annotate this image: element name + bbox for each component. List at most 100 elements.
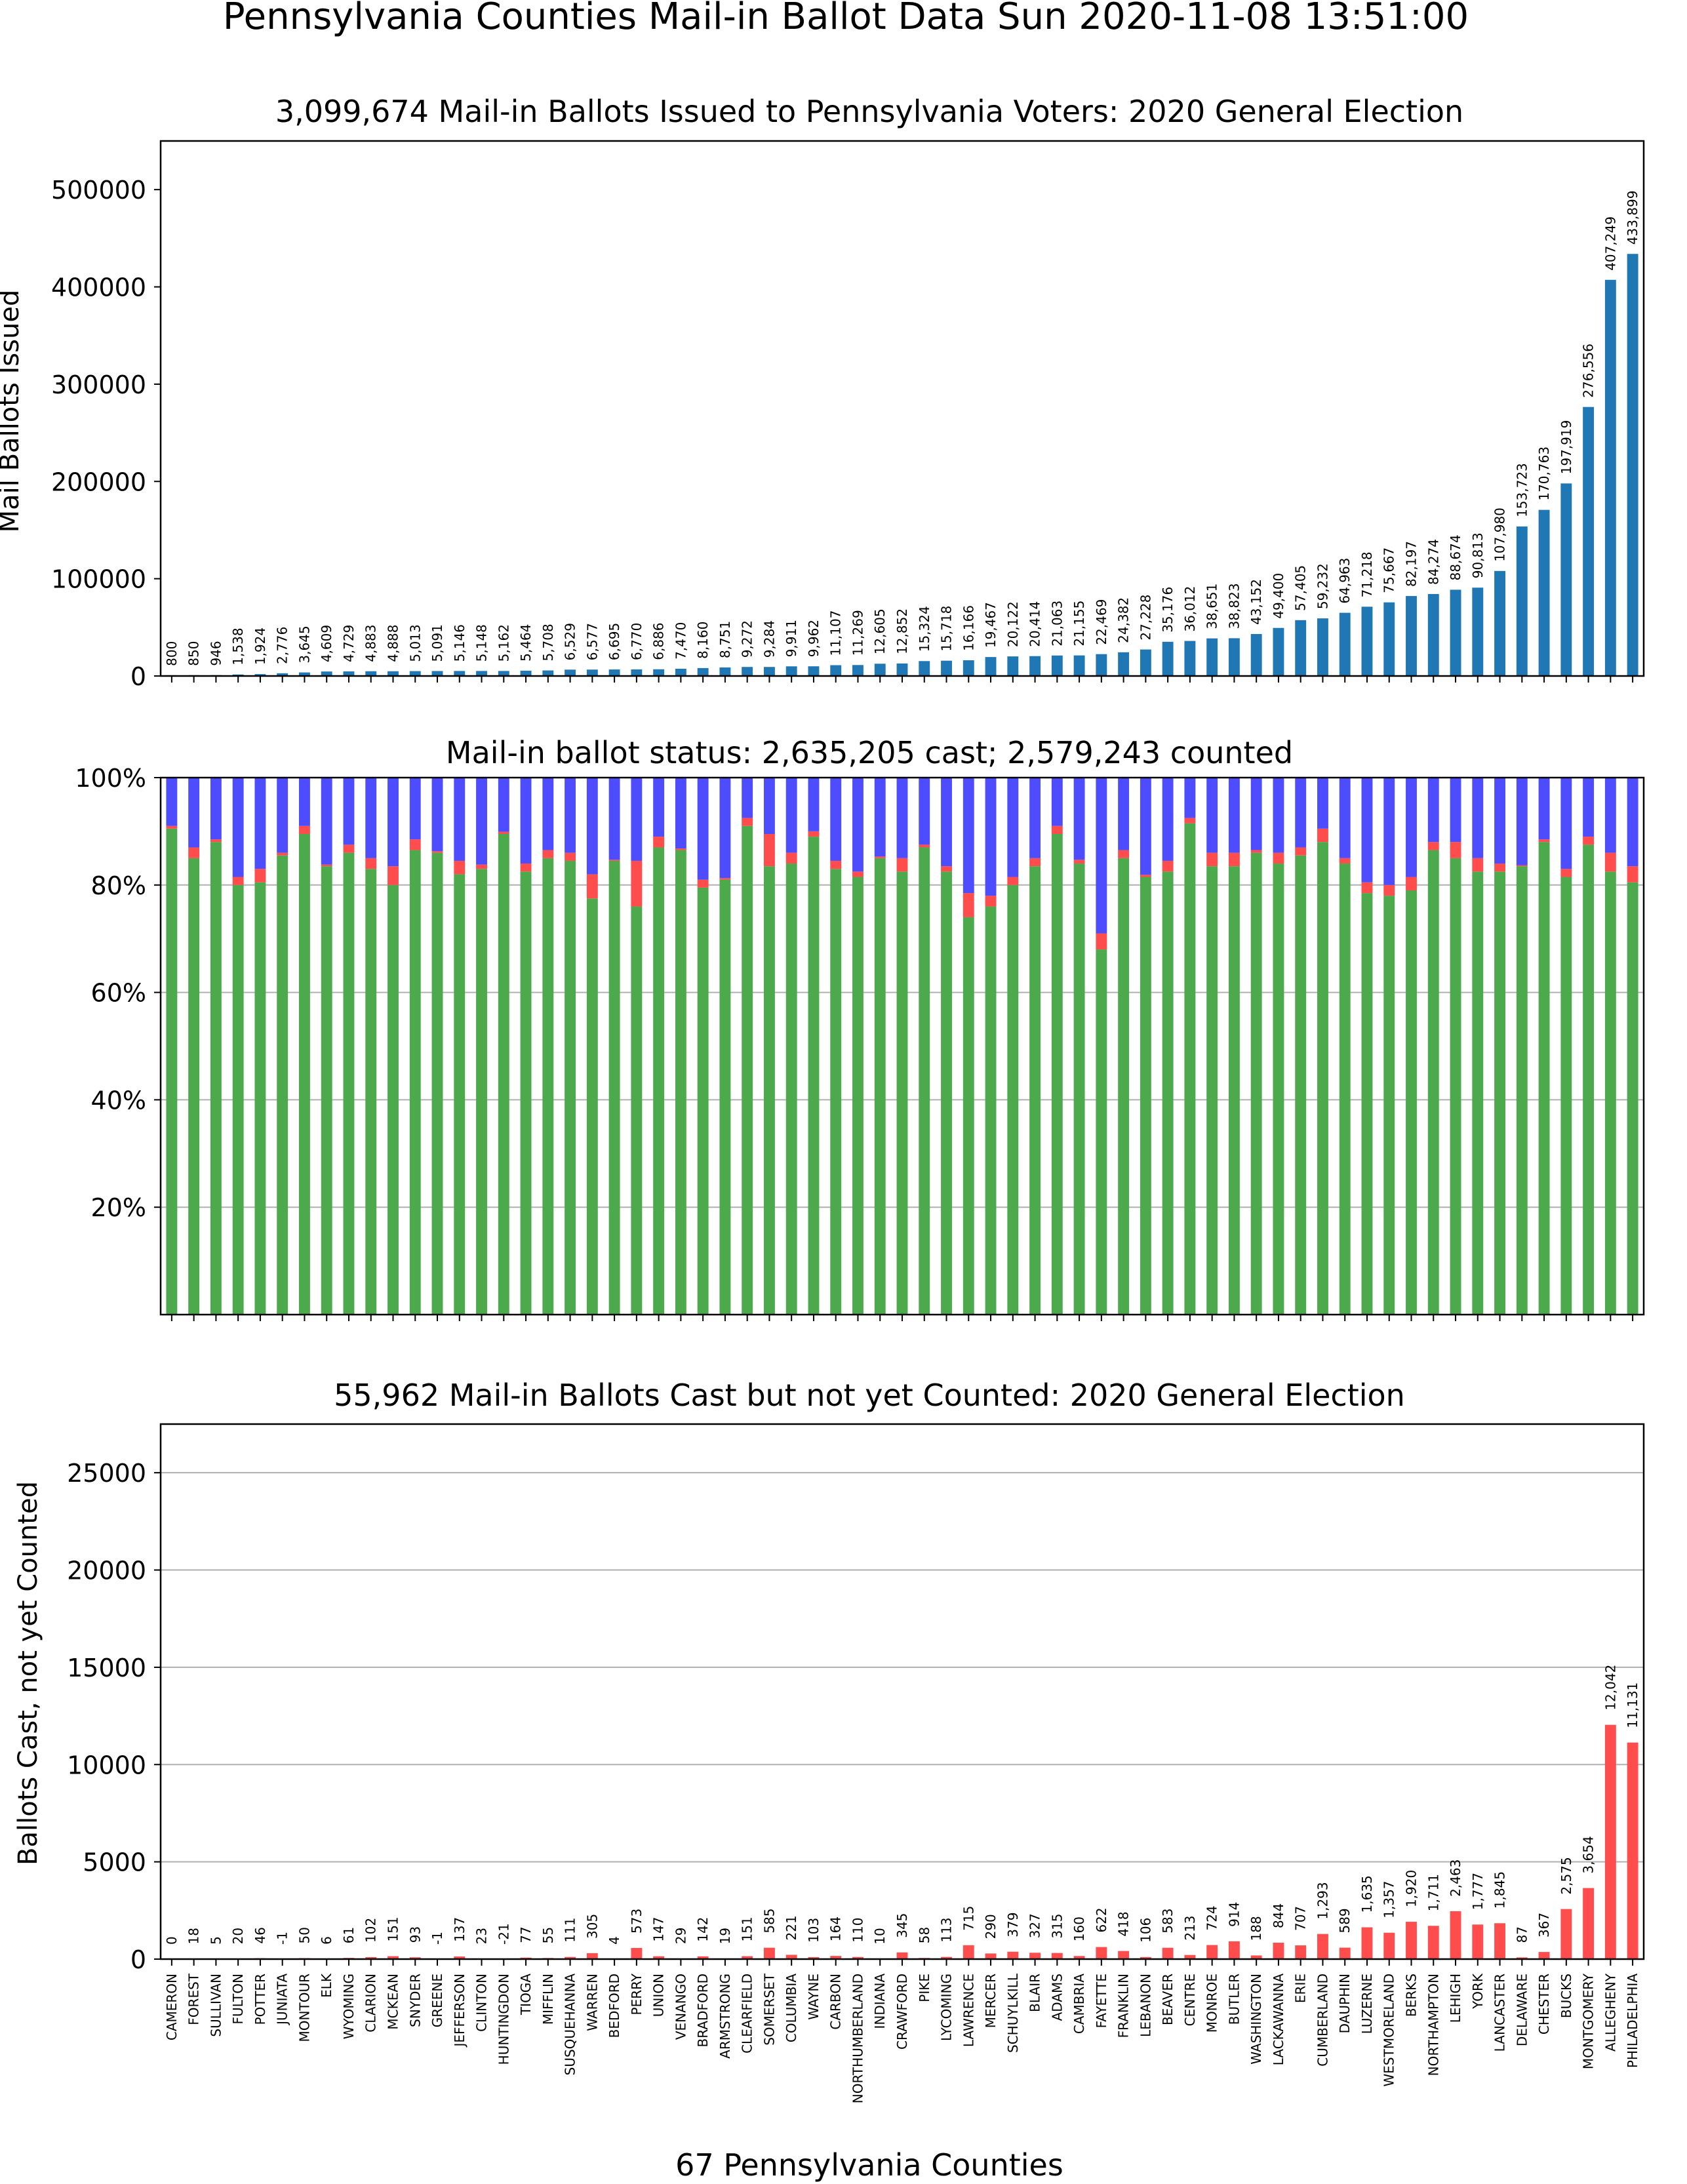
county-tick-label: BUTLER [1226,1974,1242,2025]
not-counted-bar [1339,1947,1351,1959]
not-counted-data-label: -1 [429,1932,445,1945]
county-tick-label: BEDFORD [606,1974,622,2038]
county-tick-label: MONTOUR [296,1974,312,2042]
status-bar-not-counted [254,869,266,883]
not-counted-bar [1583,1888,1595,1959]
issued-data-label: 43,152 [1248,579,1264,625]
issued-data-label: 20,122 [1005,601,1021,647]
status-bar-not-counted [1627,866,1638,883]
status-bar-counted [1450,858,1461,1315]
issued-ytick-label: 0 [130,662,146,691]
county-tick-label: DELAWARE [1514,1974,1530,2046]
status-bar-not-cast [608,778,620,860]
issued-bar [1339,612,1351,676]
status-bar-not-counted [1406,877,1417,890]
status-ytick-label: 20% [91,1193,146,1222]
status-ytick-label: 80% [91,871,146,900]
status-bar-not-cast [1406,778,1417,877]
status-bar-not-counted [1361,882,1373,894]
status-bar-counted [985,906,997,1315]
status-bar-not-counted [1206,852,1218,867]
issued-data-label: 6,529 [563,623,578,660]
issued-data-label: 9,272 [740,620,755,658]
not-counted-data-label: 55 [540,1927,556,1943]
county-tick-label: SUSQUEHANNA [563,1974,578,2076]
status-bar-counted [232,884,244,1315]
status-bar-not-counted [431,851,443,853]
status-bar-counted [608,860,620,1315]
status-bar-not-counted [299,825,310,834]
issued-data-label: 21,063 [1049,601,1065,646]
not-counted-data-label: 367 [1536,1913,1552,1937]
county-tick-label: NORTHAMPTON [1425,1974,1441,2076]
issued-bar [1494,570,1505,676]
not-counted-data-label: 19 [717,1928,733,1944]
issued-data-label: 9,962 [806,620,822,657]
issued-data-label: 84,274 [1425,539,1441,585]
not-counted-data-label: 589 [1337,1908,1353,1933]
issued-data-label: 170,763 [1536,447,1552,501]
county-tick-label: ERIE [1293,1974,1309,2003]
status-bar-counted [476,869,487,1315]
not-counted-ytick-label: 10000 [67,1751,146,1779]
not-counted-bar [808,1956,820,1959]
issued-bar [1295,620,1307,676]
not-counted-data-label: 137 [452,1917,467,1942]
status-bar-not-cast [1472,778,1484,858]
status-bar-not-cast [785,778,797,853]
status-bar-counted [254,882,266,1315]
not-counted-bar [1295,1945,1307,1959]
status-bar-not-cast [542,778,554,850]
county-tick-label: UNION [651,1974,667,2017]
not-counted-bar [1406,1922,1417,1959]
status-bar-not-cast [653,778,665,837]
status-bar-not-counted [1118,850,1130,858]
status-bar-not-counted [1472,858,1484,872]
county-tick-label: MONTGOMERY [1581,1973,1597,2069]
status-bar-counted [1406,890,1417,1315]
issued-bar [1406,596,1417,676]
status-bar-not-cast [1560,778,1572,869]
status-bar-not-cast [1029,778,1041,858]
county-tick-label: CARBON [828,1974,844,2030]
issued-bar [1560,483,1572,676]
status-bar-counted [631,906,643,1315]
status-bar-counted [785,864,797,1315]
status-bar-not-counted [675,848,686,850]
county-tick-label: CAMERON [164,1974,180,2040]
not-counted-bar [1118,1951,1130,1959]
issued-bar [697,667,709,676]
issued-data-label: 6,886 [651,623,667,660]
not-counted-ytick-label: 5000 [83,1848,146,1877]
status-bar-counted [963,917,974,1315]
status-bar-counted [1073,864,1085,1315]
status-bar-not-cast [365,778,377,858]
issued-ytick-label: 500000 [51,176,146,205]
status-bar-counted [1583,844,1595,1315]
not-counted-data-label: 1,845 [1492,1871,1508,1909]
issued-data-label: 16,166 [961,605,976,651]
status-bar-not-cast [1140,778,1151,875]
not-counted-plot: 0 5000 10000 15000 20000 25000 0 CAMERON 18 FORES… [67,1423,1645,2103]
status-bar-counted [1560,877,1572,1315]
status-bar-counted [498,833,509,1315]
status-bar-not-cast [454,778,466,861]
status-bar-not-cast [1206,778,1218,853]
issued-bar [985,657,997,676]
county-tick-label: CAMBRIA [1071,1974,1087,2034]
county-tick-label: POTTER [252,1974,268,2025]
county-tick-label: VENANGO [673,1974,688,2040]
figure-title: Pennsylvania Counties Mail-in Ballot Dat… [223,0,1469,38]
status-bar-counted [1317,842,1328,1315]
status-bar-not-cast [1361,778,1373,883]
status-bar-not-counted [454,860,466,875]
issued-plot: 0 100000 200000 300000 400000 500000 800 850 946… [51,140,1645,691]
not-counted-data-label: 4 [606,1936,622,1945]
status-bar-counted [1029,866,1041,1315]
county-tick-label: LEBANON [1138,1974,1153,2037]
issued-data-label: 407,249 [1602,216,1618,271]
status-bar-counted [1494,871,1505,1315]
status-bar-not-counted [476,864,487,869]
issued-bar [565,669,576,676]
county-tick-label: LANCASTER [1492,1974,1508,2052]
